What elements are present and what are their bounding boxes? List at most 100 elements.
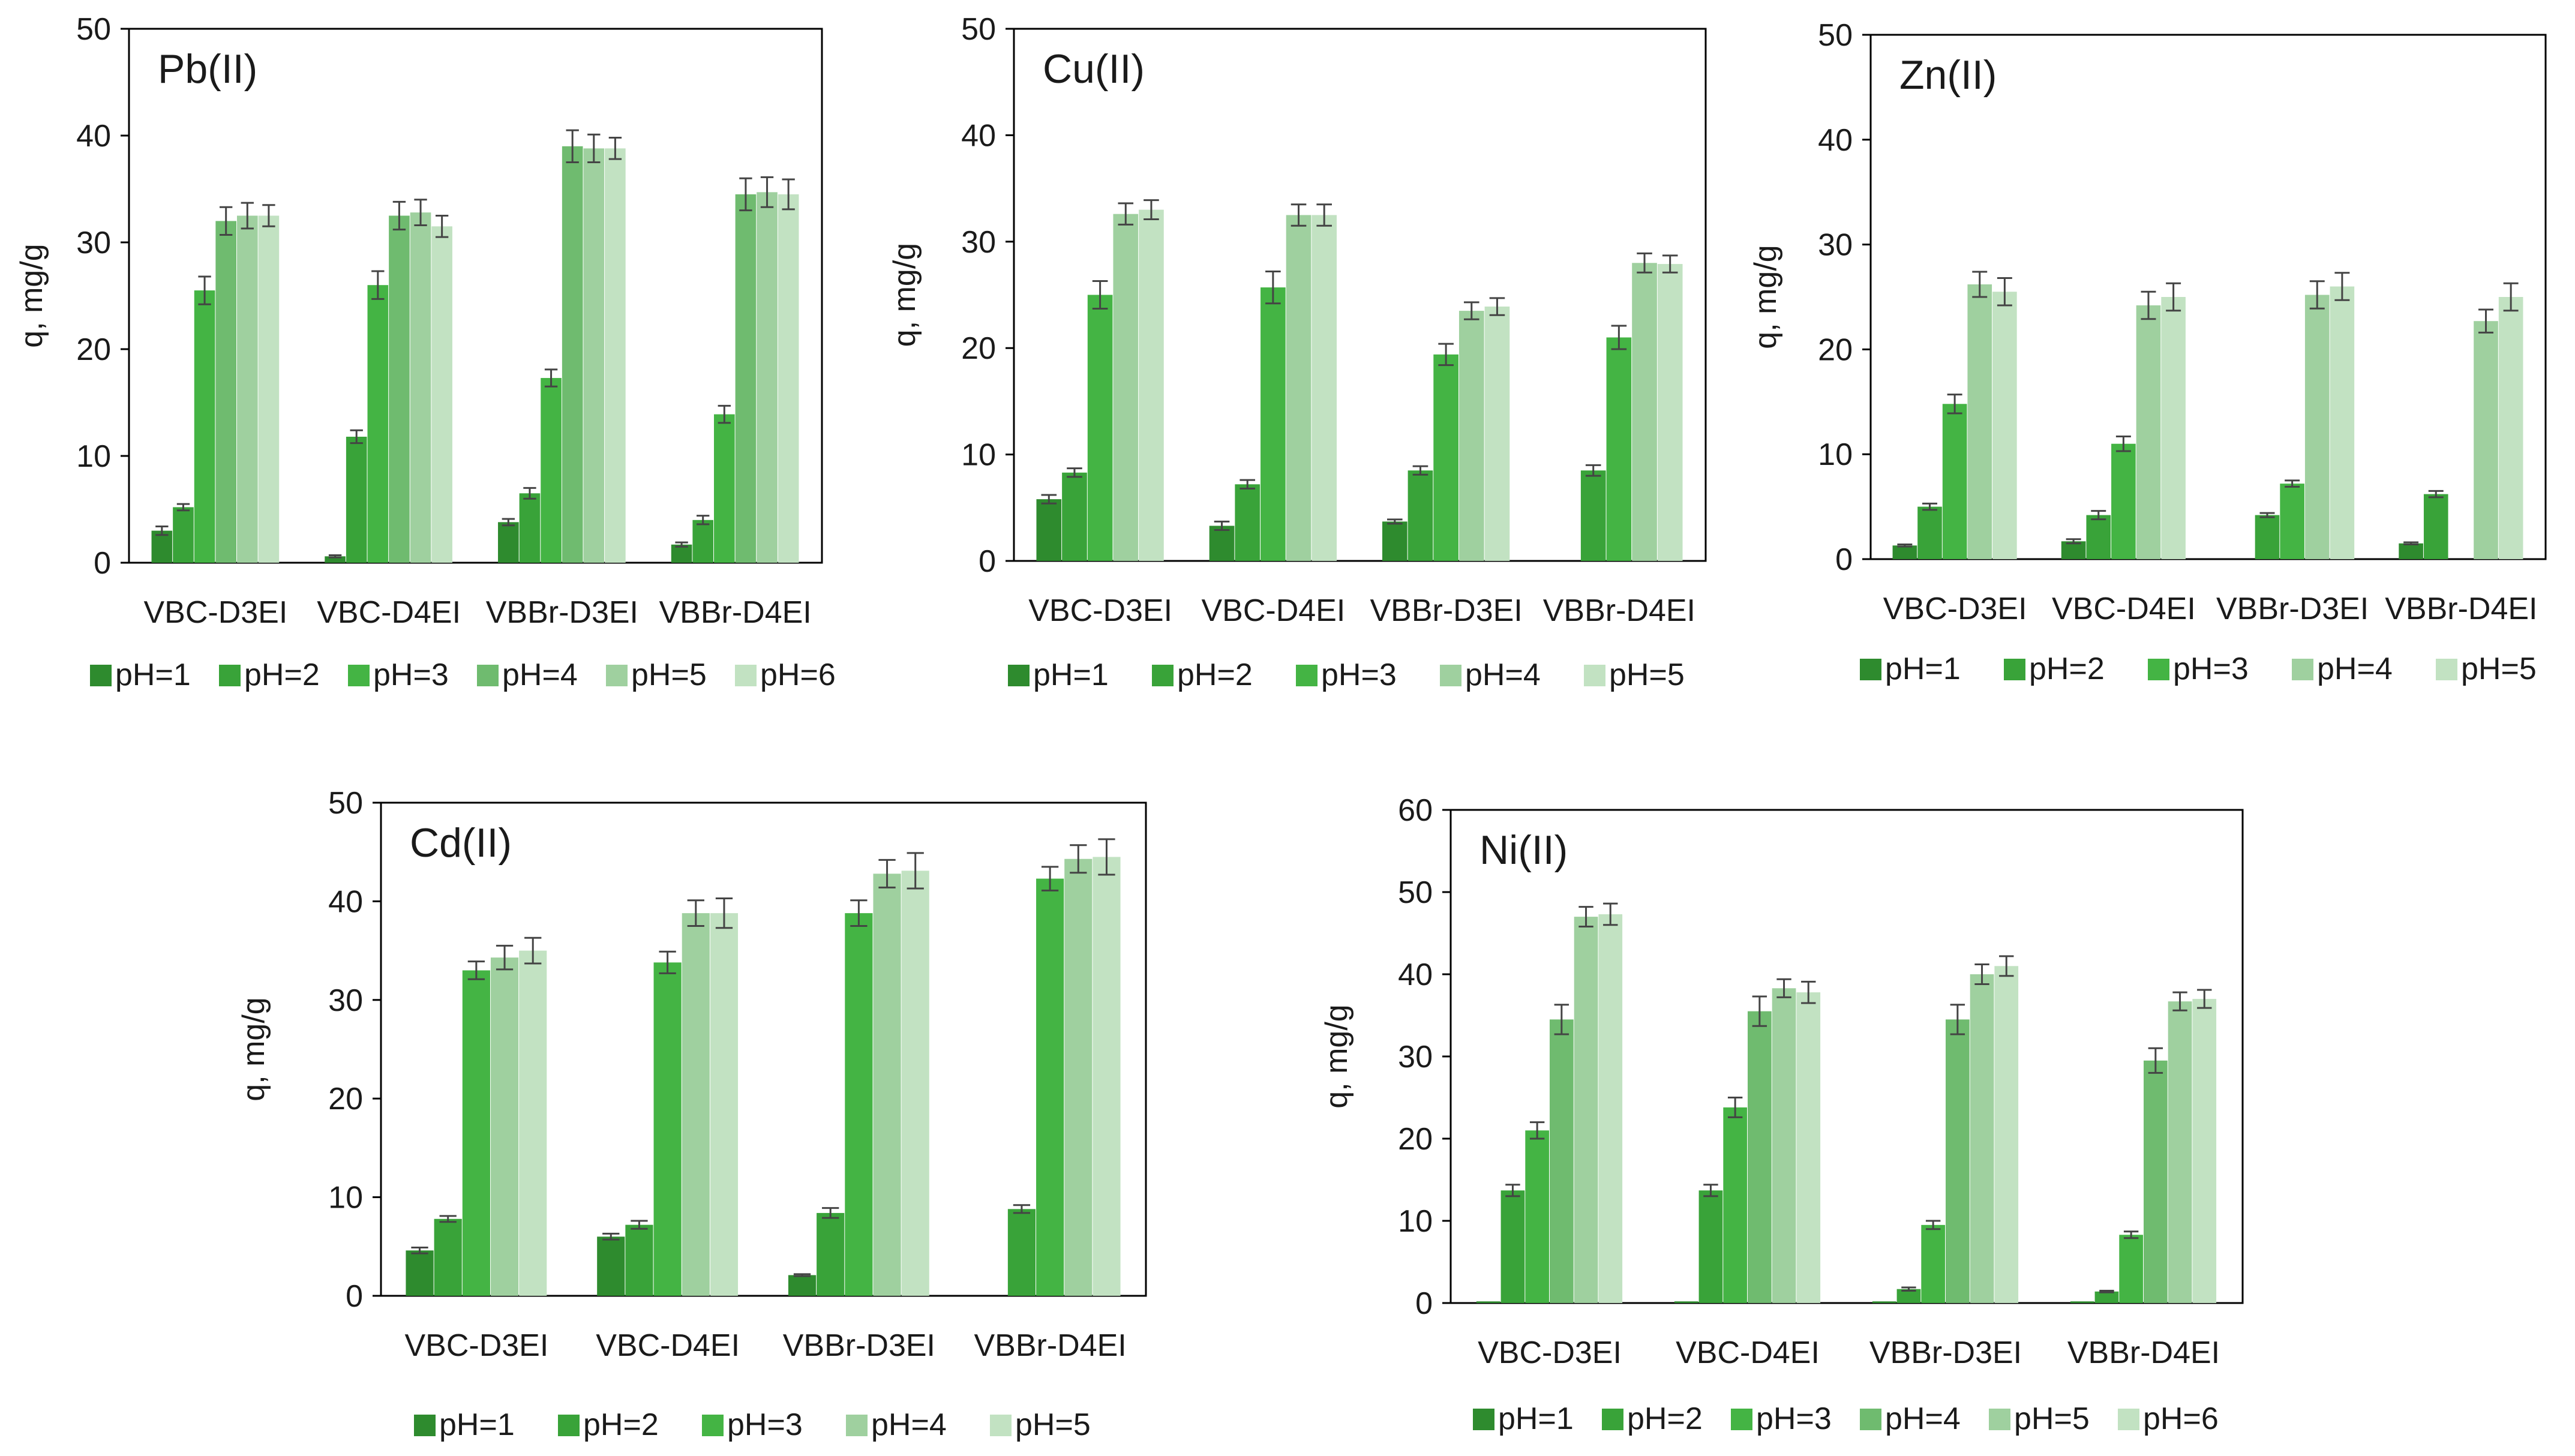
x-tick-label: VBC-D3EI (1883, 592, 2027, 626)
bar-vbc-d3ei-ph-1 (1892, 545, 1917, 559)
x-tick-label: VBC-D4EI (2052, 592, 2196, 626)
y-tick-label: 20 (961, 331, 996, 366)
chart-title: Zn(II) (1899, 52, 1997, 98)
error-bar (850, 899, 868, 927)
bar-vbc-d4ei-ph-1 (1209, 526, 1235, 561)
x-tick-label: VBC-D4EI (317, 595, 461, 630)
error-bar (1950, 1004, 1965, 1035)
bar-vbc-d4ei-ph-4 (1286, 215, 1311, 561)
bar-vbbr-d4ei-ph-3 (2119, 1235, 2143, 1303)
legend: pH=1 pH=2 pH=3 pH=4 pH=5 (414, 1407, 1091, 1442)
error-bar (675, 541, 688, 548)
bar-vbbr-d3ei-ph-4 (2304, 295, 2330, 559)
bar-vbc-d3ei-ph-2 (1917, 506, 1942, 559)
error-bar (1529, 1121, 1545, 1140)
bar-vbc-d3ei-ph-3 (1087, 295, 1113, 561)
error-bar (631, 1220, 648, 1230)
error-bar (392, 200, 406, 231)
legend-entry: pH=2 (1627, 1401, 1703, 1436)
x-tick-label: VBBr-D4EI (2067, 1335, 2220, 1370)
error-bar (2166, 282, 2181, 312)
error-bar (602, 1232, 620, 1241)
bar-vbc-d3ei-ph-4 (490, 957, 519, 1296)
y-tick-label: 40 (76, 119, 111, 154)
chart-title: Cu(II) (1043, 46, 1145, 92)
bar-vbc-d3ei-ph-5 (1574, 917, 1598, 1303)
bar-vbc-d4ei-ph-2 (346, 436, 367, 563)
y-tick-label: 40 (1398, 957, 1433, 992)
legend-entry: pH=4 (871, 1407, 947, 1442)
bar-vbbr-d3ei-ph-2 (1896, 1289, 1921, 1303)
error-bar (371, 270, 385, 300)
legend-entry: pH=5 (1609, 658, 1685, 692)
error-bar (1505, 1184, 1520, 1197)
y-tick-label: 50 (1818, 18, 1853, 53)
bar-vbbr-d4ei-ph-4 (2474, 321, 2498, 559)
bar-vbc-d4ei-ph-3 (1261, 287, 1286, 561)
x-tick-label: VBC-D4EI (596, 1328, 740, 1363)
bar-vbbr-d3ei-ph-1 (788, 1275, 817, 1296)
legend-entry: pH=2 (1177, 658, 1253, 692)
legend-swatch (990, 1415, 1012, 1436)
bar-vbbr-d4ei-ph-5 (1657, 264, 1683, 561)
error-bar (1554, 1004, 1569, 1035)
legend-swatch (1008, 665, 1030, 686)
plot-area (1869, 34, 2547, 560)
bar-vbc-d3ei-ph-1 (1036, 499, 1062, 561)
legend-entry: pH=1 (439, 1407, 515, 1442)
error-bar (566, 129, 579, 163)
bar-vbc-d3ei-ph-4 (1550, 1019, 1574, 1303)
chart-panel-pb: 0 10 20 30 40 50 q, mg/g Pb(II) VBC-D3EI VBC-D4EI… (14, 12, 836, 692)
y-tick-label: 40 (328, 884, 363, 919)
error-bar (1265, 270, 1281, 305)
bar-vbc-d3ei-ph-3 (1942, 404, 1967, 559)
error-bar (2334, 272, 2350, 301)
bar-vbc-d4ei-ph-6 (1796, 992, 1821, 1303)
error-bar (2141, 290, 2156, 320)
error-bar (2066, 538, 2081, 545)
bar-vbbr-d3ei-ph-6 (1994, 966, 2019, 1303)
bar-vbc-d3ei-ph-3 (194, 290, 215, 563)
bar-vbbr-d4ei-ph-3 (714, 414, 735, 563)
x-tick-label: VBC-D3EI (1028, 593, 1172, 628)
y-tick-label: 0 (94, 546, 111, 581)
x-tick-label: VBC-D3EI (1478, 1335, 1622, 1370)
legend: pH=1 pH=2 pH=3 pH=4 pH=5 (1008, 658, 1685, 692)
bar-vbc-d4ei-ph-6 (431, 226, 452, 563)
bar-vbbr-d4ei-ph-5 (2168, 1001, 2192, 1303)
error-bar (697, 515, 710, 526)
error-bar (1489, 297, 1505, 316)
bar-vbc-d3ei-ph-5 (519, 950, 547, 1296)
legend-swatch (90, 665, 112, 686)
error-bar (907, 852, 924, 890)
error-bar (1041, 494, 1057, 505)
bar-vbbr-d3ei-ph-3 (541, 378, 562, 563)
chart-panel-cu: 0 10 20 30 40 50 q, mg/g Cu(II) VBC-D3EI VBC-D4EI… (887, 12, 1707, 692)
error-bar (262, 204, 275, 227)
error-bar (2285, 479, 2300, 488)
bar-vbbr-d3ei-ph-5 (901, 870, 929, 1296)
error-bar (544, 368, 558, 388)
error-bar (1214, 520, 1230, 532)
x-tick-label: VBBr-D4EI (1543, 593, 1695, 628)
error-bar (439, 1215, 457, 1223)
error-bar (414, 199, 427, 227)
error-bar (1013, 1204, 1031, 1214)
y-tick-label: 10 (1398, 1204, 1433, 1239)
legend-entry: pH=1 (1498, 1401, 1574, 1436)
error-bar (715, 897, 733, 929)
bar-vbc-d3ei-ph-3 (462, 970, 490, 1296)
error-bar (1611, 325, 1627, 350)
bar-vbc-d4ei-ph-1 (325, 556, 346, 563)
bar-vbc-d4ei-ph-4 (2136, 305, 2161, 559)
bar-vbbr-d3ei-ph-4 (873, 873, 901, 1296)
y-axis-label: q, mg/g (1319, 1004, 1354, 1108)
legend-swatch (2292, 659, 2313, 680)
error-bar (1752, 995, 1767, 1027)
y-tick-label: 0 (1415, 1286, 1433, 1321)
error-bar (1922, 502, 1937, 511)
y-tick-label: 50 (328, 786, 363, 821)
bar-vbc-d4ei-ph-5 (410, 212, 431, 563)
bar-vbbr-d4ei-ph-5 (757, 192, 778, 563)
legend-entry: pH=5 (2014, 1401, 2090, 1436)
